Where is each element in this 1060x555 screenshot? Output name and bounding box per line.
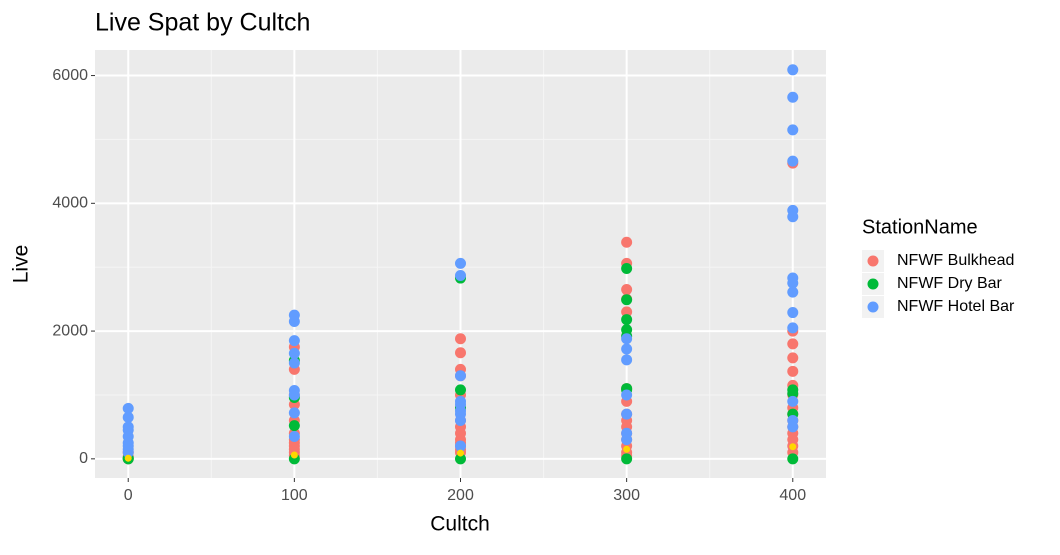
point — [621, 453, 633, 465]
legend-key — [867, 301, 879, 313]
point — [621, 389, 633, 401]
legend-key — [867, 255, 879, 267]
point — [122, 446, 134, 458]
point — [124, 454, 132, 462]
point — [621, 306, 633, 318]
point — [457, 449, 464, 457]
point — [787, 322, 799, 334]
point — [288, 407, 300, 419]
point — [787, 365, 799, 377]
x-tick-label: 100 — [281, 487, 308, 504]
point — [288, 315, 300, 327]
x-tick-label: 300 — [613, 487, 640, 504]
legend-label: NFWF Bulkhead — [897, 252, 1014, 269]
point — [455, 257, 466, 269]
point — [455, 347, 466, 359]
y-axis-label: Live — [10, 245, 33, 284]
point — [122, 411, 134, 423]
y-tick-label: 2000 — [52, 322, 88, 339]
point — [787, 395, 799, 407]
legend-label: NFWF Hotel Bar — [897, 298, 1015, 315]
point — [122, 402, 134, 414]
point — [621, 314, 633, 326]
x-axis-label: Cultch — [430, 513, 490, 536]
point — [621, 284, 633, 296]
chart-title: Live Spat by Cultch — [95, 9, 310, 37]
point — [787, 286, 799, 298]
point — [288, 357, 300, 369]
point — [787, 338, 799, 350]
y-tick-label: 6000 — [52, 67, 88, 84]
point — [455, 453, 466, 465]
point — [455, 333, 466, 345]
point — [621, 294, 633, 306]
point — [621, 354, 633, 366]
x-tick-label: 0 — [124, 487, 133, 504]
point — [288, 389, 300, 401]
point — [623, 445, 631, 453]
point — [288, 420, 300, 432]
point — [787, 64, 799, 76]
point — [787, 91, 799, 103]
point — [621, 236, 633, 248]
point — [621, 408, 633, 420]
point — [787, 352, 799, 364]
point — [787, 307, 799, 319]
y-tick-label: 4000 — [52, 195, 88, 212]
x-tick-label: 200 — [447, 487, 474, 504]
legend-label: NFWF Dry Bar — [897, 275, 1003, 292]
x-tick-label: 400 — [779, 487, 806, 504]
point — [787, 124, 799, 136]
y-tick-label: 0 — [79, 450, 88, 467]
point — [621, 343, 633, 355]
point — [455, 440, 466, 452]
point — [621, 262, 633, 274]
legend-title: StationName — [862, 216, 978, 238]
point — [621, 434, 633, 446]
point — [787, 211, 799, 223]
point — [455, 269, 466, 281]
point — [787, 388, 799, 400]
point — [290, 451, 298, 459]
point — [621, 333, 633, 345]
point — [787, 277, 799, 289]
point — [455, 370, 466, 382]
point — [288, 430, 300, 442]
point — [787, 453, 799, 465]
point — [789, 443, 797, 451]
point — [787, 421, 799, 433]
point — [288, 347, 300, 359]
point — [455, 384, 466, 396]
point — [288, 335, 300, 347]
point — [455, 415, 466, 427]
point — [787, 155, 799, 167]
legend-key — [867, 278, 879, 290]
